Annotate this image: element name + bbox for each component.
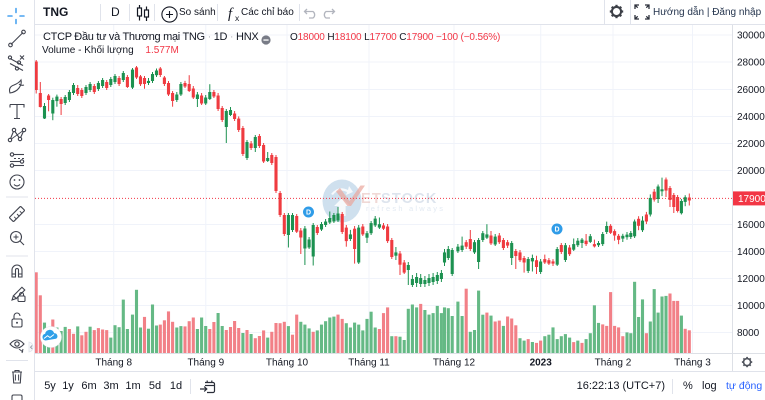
svg-text:Tháng 2: Tháng 2: [595, 358, 632, 369]
svg-text:STOCK: STOCK: [381, 191, 438, 207]
svg-text:20000: 20000: [737, 166, 765, 177]
svg-text:8000: 8000: [737, 328, 760, 339]
svg-text:Tháng 3: Tháng 3: [674, 358, 711, 369]
svg-text:Tháng 8: Tháng 8: [95, 358, 132, 369]
svg-text:12000: 12000: [737, 274, 765, 285]
svg-text:ET: ET: [361, 191, 382, 207]
svg-text:28000: 28000: [737, 58, 765, 69]
svg-text:16000: 16000: [737, 220, 765, 231]
svg-text:Tháng 12: Tháng 12: [433, 358, 476, 369]
svg-text:f: f: [228, 6, 234, 22]
svg-text:x: x: [235, 13, 240, 23]
svg-text:26000: 26000: [737, 85, 765, 96]
svg-text:17900: 17900: [738, 194, 765, 205]
svg-text:D: D: [306, 210, 311, 217]
svg-text:30000: 30000: [737, 31, 765, 42]
svg-text:Tháng 11: Tháng 11: [348, 358, 390, 369]
svg-text:refresh always: refresh always: [366, 204, 445, 213]
svg-text:2023: 2023: [530, 358, 553, 369]
svg-text:10000: 10000: [737, 301, 765, 312]
svg-text:22000: 22000: [737, 139, 765, 150]
svg-text:Tháng 10: Tháng 10: [266, 358, 309, 369]
svg-text:14000: 14000: [737, 247, 765, 258]
svg-text:Tháng 9: Tháng 9: [187, 358, 224, 369]
svg-text:24000: 24000: [737, 112, 765, 123]
svg-text:D: D: [554, 227, 559, 234]
